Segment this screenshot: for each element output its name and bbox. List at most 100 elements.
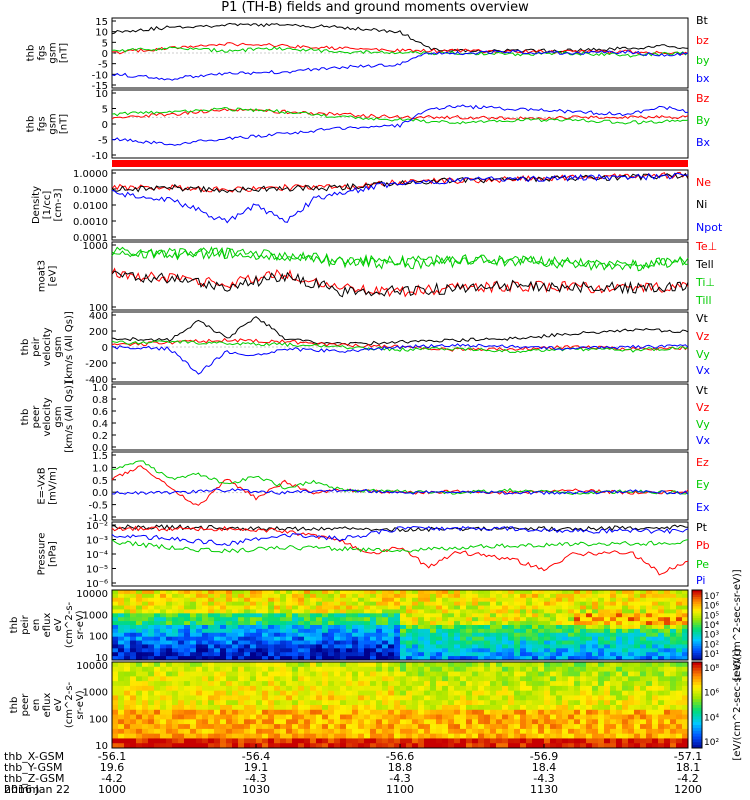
ylabel-1-2: fgs xyxy=(37,45,48,60)
spectrogram-cell xyxy=(202,719,209,725)
spectrogram-cell xyxy=(568,632,575,638)
spectrogram-cell xyxy=(676,617,683,622)
spectrogram-cell xyxy=(442,601,449,607)
spectrogram-cell xyxy=(598,666,605,673)
spectrogram-cell xyxy=(136,632,143,638)
spectrogram-cell xyxy=(526,656,533,661)
spectrogram-cell xyxy=(340,640,347,645)
spectrogram-cell xyxy=(532,632,539,638)
spectrogram-cell xyxy=(292,676,299,682)
spectrogram-cell xyxy=(604,648,611,653)
spectrogram-cell xyxy=(424,695,431,701)
spectrogram-cell xyxy=(214,625,221,630)
red-band xyxy=(112,160,688,167)
spectrogram-cell xyxy=(172,733,179,739)
spectrogram-cell xyxy=(484,597,491,603)
spectrogram-cell xyxy=(454,724,461,730)
spectrogram-cell xyxy=(178,605,185,610)
ylabel-10-7: sr-eV) xyxy=(75,690,86,719)
spectrogram-cell xyxy=(586,719,593,725)
spectrogram-cell xyxy=(160,605,167,610)
legend-2-1: Bz xyxy=(696,92,710,105)
spectrogram-cell xyxy=(586,613,593,618)
spectrogram-cell xyxy=(682,593,689,599)
spectrogram-cell xyxy=(478,628,485,634)
spectrogram-cell xyxy=(142,681,149,687)
spectrogram-cell xyxy=(634,676,641,682)
spectrogram-cell xyxy=(478,605,485,610)
colorbar-tick: 10⁴ xyxy=(704,713,719,723)
spectrogram-cell xyxy=(244,714,251,720)
spectrogram-cell xyxy=(472,690,479,696)
spectrogram-cell xyxy=(256,593,263,599)
spectrogram-cell xyxy=(616,632,623,638)
spectrogram-cell xyxy=(250,724,257,730)
spectrogram-cell xyxy=(142,593,149,599)
spectrogram-cell xyxy=(508,676,515,682)
spectrogram-cell xyxy=(400,644,407,649)
spectrogram-cell xyxy=(262,709,269,716)
spectrogram-cell xyxy=(466,733,473,739)
spectrogram-cell xyxy=(154,652,161,657)
spectrogram-cell xyxy=(172,728,179,735)
spectrogram-cell xyxy=(526,695,533,701)
spectrogram-cell xyxy=(682,636,689,642)
spectrogram-cell xyxy=(112,681,119,687)
spectrogram-cell xyxy=(622,617,629,622)
spectrogram-cell xyxy=(274,644,281,649)
spectrogram-cell xyxy=(604,666,611,673)
spectrogram-cell xyxy=(652,724,659,730)
spectrogram-cell xyxy=(274,656,281,661)
spectrogram-cell xyxy=(454,625,461,630)
spectrogram-cell xyxy=(604,743,611,749)
colorbar-cell xyxy=(692,662,702,666)
spectrogram-cell xyxy=(502,597,509,603)
spectrogram-cell xyxy=(232,605,239,610)
spectrogram-cell xyxy=(166,636,173,642)
ytick-label: 10000 xyxy=(76,661,108,672)
spectrogram-cell xyxy=(676,714,683,720)
spectrogram-cell xyxy=(412,648,419,653)
spectrogram-cell xyxy=(532,676,539,682)
spectrogram-cell xyxy=(352,625,359,630)
spectrogram-cell xyxy=(634,662,641,668)
spectrogram-cell xyxy=(256,728,263,735)
spectrogram-cell xyxy=(400,609,407,614)
spectrogram-cell xyxy=(220,733,227,739)
spectrogram-cell xyxy=(112,625,119,630)
colorbar-cell xyxy=(692,625,702,628)
spectrogram-cell xyxy=(442,662,449,668)
spectrogram-cell xyxy=(670,609,677,614)
spectrogram-cell xyxy=(166,738,173,744)
spectrogram-cell xyxy=(274,671,281,677)
spectrogram-cell xyxy=(334,671,341,677)
spectrogram-cell xyxy=(244,628,251,634)
spectrogram-cell xyxy=(460,685,467,692)
spectrogram-cell xyxy=(556,728,563,735)
spectrogram-cell xyxy=(424,597,431,603)
spectrogram-cell xyxy=(280,690,287,696)
spectrogram-cell xyxy=(232,621,239,626)
spectrogram-cell xyxy=(418,593,425,599)
spectrogram-cell xyxy=(550,700,557,706)
spectrogram-cell xyxy=(634,590,641,595)
spectrogram-cell xyxy=(400,666,407,673)
spectrogram-cell xyxy=(136,652,143,657)
ytick-label: -200 xyxy=(85,359,108,370)
spectrogram-cell xyxy=(376,685,383,692)
spectrogram-cell xyxy=(406,628,413,634)
spectrogram-cell xyxy=(190,685,197,692)
spectrogram-cell xyxy=(286,700,293,706)
spectrogram-cell xyxy=(250,714,257,720)
spectrogram-cell xyxy=(544,597,551,603)
spectrogram-cell xyxy=(622,724,629,730)
spectrogram-cell xyxy=(664,676,671,682)
spectrogram-cell xyxy=(232,671,239,677)
colorbar-cell xyxy=(692,682,702,686)
spectrogram-cell xyxy=(142,590,149,595)
spectrogram-cell xyxy=(544,652,551,657)
spectrogram-cell xyxy=(496,666,503,673)
spectrogram-cell xyxy=(352,690,359,696)
spectrogram-cell xyxy=(670,719,677,725)
spectrogram-cell xyxy=(232,724,239,730)
